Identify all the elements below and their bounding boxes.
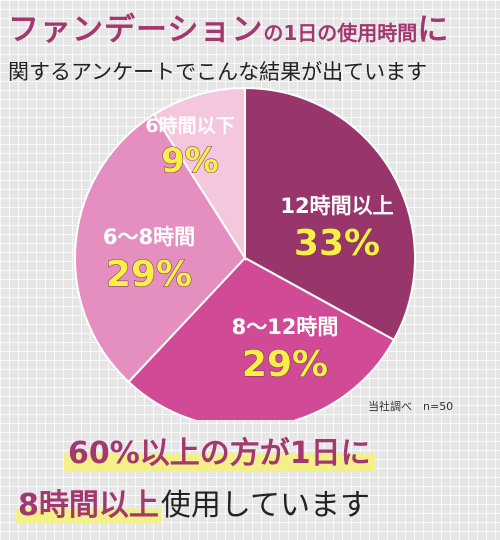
caption-line2: 8時間以上使用しています [16, 480, 370, 524]
source-note: 当社調べ n=50 [368, 400, 454, 413]
pie-slice-6-8h [73, 113, 247, 384]
pie-slice-8-12h [127, 256, 396, 420]
title-sub: の1日の使用時間 [263, 21, 418, 45]
title-end: に [417, 12, 450, 48]
caption-rest: 使用しています [160, 488, 370, 523]
pie-slice-12h-plus [244, 86, 416, 342]
slice-value-under-6h: 9% [161, 141, 219, 181]
pie-chart: 12時間以上 33% 8〜12時間 29% 6〜8時間 29% 6時間以下 9% [73, 86, 416, 420]
caption-line1: 60%以上の方が1日に [64, 428, 375, 472]
pie-slice-under-6h [152, 86, 246, 262]
caption-highlight: 8時間以上 [16, 488, 161, 523]
slice-value-8-12h: 29% [242, 344, 328, 385]
slice-label-12h-plus: 12時間以上 [280, 194, 393, 218]
slice-value-12h-plus: 33% [294, 223, 380, 264]
title-line2: 関するアンケートでこんな結果が出ています [8, 60, 428, 84]
slice-label-6-8h: 6〜8時間 [103, 225, 195, 249]
title-line1: ファンデーションの1日の使用時間に [8, 4, 449, 49]
slice-label-8-12h: 8〜12時間 [232, 315, 339, 339]
title-main: ファンデーション [8, 12, 264, 48]
slice-value-6-8h: 29% [106, 254, 192, 295]
slice-label-under-6h: 6時間以下 [145, 115, 234, 137]
